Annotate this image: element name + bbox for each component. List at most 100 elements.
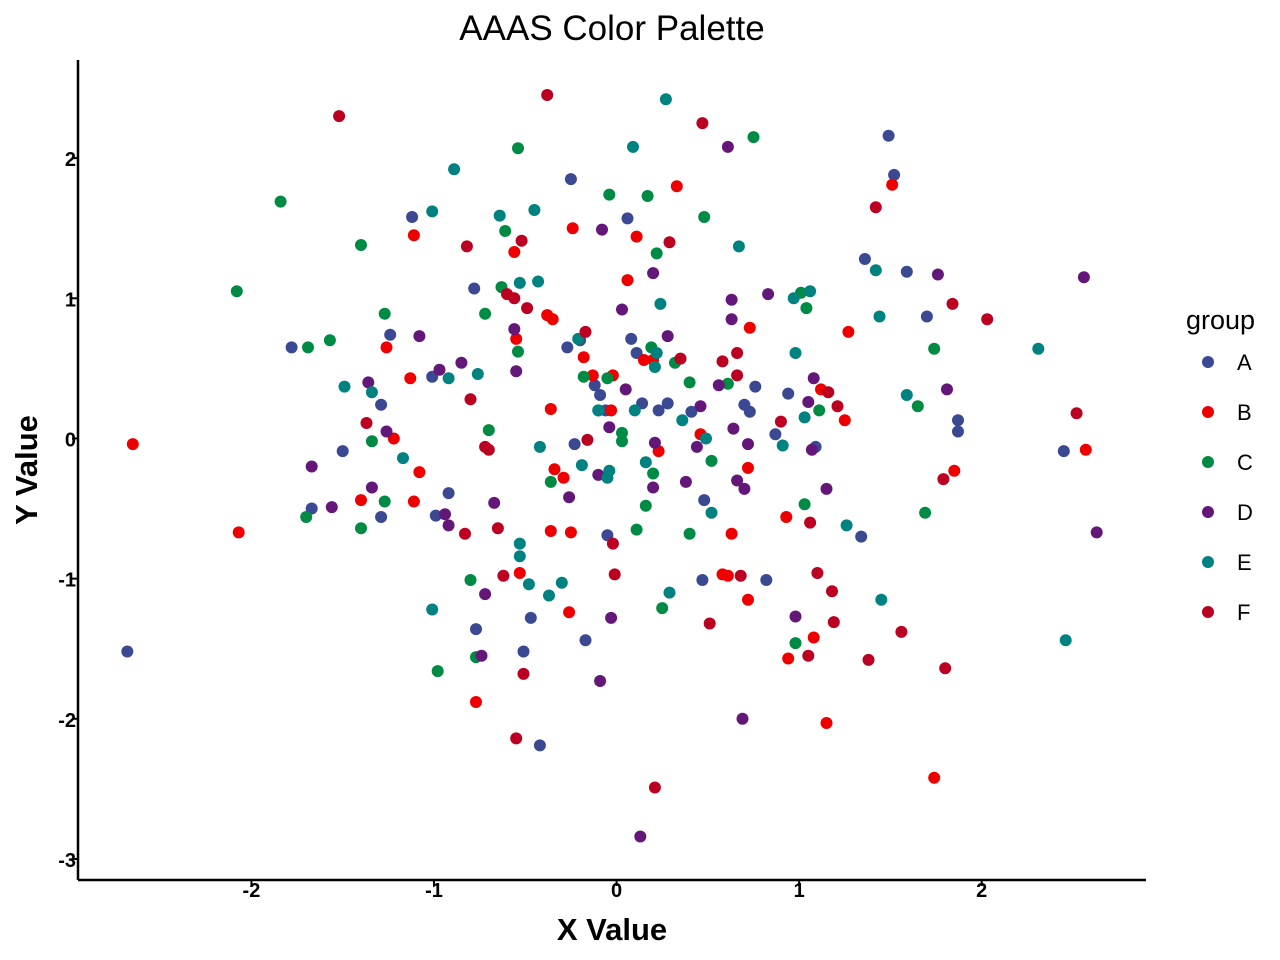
point-F-44 [1070, 407, 1083, 420]
point-D-30 [694, 400, 707, 413]
point-C-40 [789, 637, 802, 650]
point-B-48 [948, 464, 961, 477]
point-D-40 [762, 288, 775, 301]
point-B-8 [413, 466, 426, 479]
point-F-39 [895, 625, 908, 638]
point-E-44 [900, 389, 913, 401]
point-A-38 [769, 428, 782, 441]
point-C-0 [230, 285, 243, 298]
point-B-6 [407, 229, 420, 242]
point-B-38 [743, 321, 756, 334]
y-tick-label-0: -3 [58, 850, 76, 872]
point-D-18 [603, 421, 616, 434]
x-tick-label-2: 0 [611, 880, 622, 902]
point-F-17 [581, 433, 594, 446]
point-F-4 [464, 393, 477, 406]
point-F-26 [731, 369, 744, 382]
point-E-26 [648, 361, 661, 373]
point-E-4 [426, 603, 439, 616]
point-B-31 [670, 180, 683, 193]
point-E-15 [533, 440, 546, 453]
point-B-36 [742, 461, 754, 474]
y-tick-label-1: -2 [58, 710, 76, 732]
point-C-2 [300, 511, 313, 523]
y-tick-label-5: 2 [65, 149, 76, 171]
point-B-27 [630, 230, 643, 243]
point-F-20 [648, 781, 661, 794]
point-D-39 [742, 438, 754, 451]
point-D-8 [442, 519, 455, 532]
y-axis-title: Y Value [9, 415, 44, 525]
point-D-20 [594, 675, 607, 687]
point-E-0 [338, 380, 351, 393]
point-F-11 [510, 732, 523, 745]
point-E-6 [448, 163, 461, 176]
x-tick-label-1: -1 [425, 880, 443, 902]
point-A-18 [568, 438, 581, 451]
point-C-23 [603, 188, 616, 201]
point-D-37 [736, 712, 749, 725]
point-A-4 [375, 511, 388, 523]
point-F-15 [541, 89, 554, 101]
point-A-3 [336, 445, 349, 458]
point-C-14 [482, 424, 495, 437]
point-D-13 [508, 323, 521, 336]
y-axis-ticks: -3 -2 -1 0 1 2 [58, 149, 78, 872]
point-B-49 [1079, 443, 1092, 456]
point-C-17 [512, 142, 524, 155]
point-E-29 [659, 93, 672, 106]
point-F-13 [517, 667, 530, 680]
point-E-43 [875, 593, 888, 606]
legend-label-D: D [1237, 500, 1253, 525]
point-A-9 [429, 509, 442, 522]
point-B-28 [637, 354, 650, 366]
legend-key-D [1202, 506, 1214, 518]
point-D-47 [941, 383, 953, 396]
point-D-31 [712, 379, 725, 392]
point-D-19 [605, 611, 618, 624]
point-D-28 [679, 475, 692, 488]
y-tick-label-4: 1 [65, 289, 76, 311]
point-A-32 [696, 574, 709, 586]
point-F-2 [459, 527, 471, 540]
point-D-48 [1077, 271, 1090, 284]
point-B-44 [838, 414, 851, 427]
point-B-18 [557, 471, 570, 484]
point-E-30 [663, 586, 676, 599]
point-C-35 [683, 527, 696, 540]
point-D-7 [439, 508, 451, 521]
point-A-39 [782, 387, 795, 400]
point-E-20 [592, 404, 605, 417]
point-B-15 [546, 313, 559, 326]
point-E-16 [543, 589, 555, 602]
point-B-11 [510, 332, 523, 345]
legend-label-E: E [1237, 550, 1252, 575]
point-C-5 [355, 239, 367, 251]
point-D-42 [802, 396, 815, 408]
point-E-10 [513, 537, 526, 550]
point-C-18 [512, 345, 524, 358]
point-D-22 [619, 383, 632, 396]
point-D-36 [731, 474, 744, 487]
point-D-14 [510, 365, 523, 378]
point-C-25 [616, 435, 628, 448]
point-A-26 [625, 332, 638, 345]
point-A-31 [685, 405, 698, 418]
legend-key-B [1202, 406, 1214, 418]
point-F-16 [579, 325, 592, 338]
point-C-8 [378, 307, 391, 320]
point-F-18 [606, 537, 619, 550]
point-D-12 [475, 649, 488, 662]
legend-key-C [1202, 456, 1214, 468]
point-E-34 [732, 240, 745, 253]
point-B-9 [470, 696, 482, 708]
point-A-33 [698, 494, 711, 507]
point-B-39 [780, 511, 793, 523]
point-F-22 [674, 352, 687, 365]
point-F-32 [811, 567, 824, 579]
point-A-45 [900, 265, 913, 278]
point-C-10 [431, 665, 444, 678]
point-F-24 [703, 617, 716, 630]
point-A-37 [760, 574, 773, 586]
